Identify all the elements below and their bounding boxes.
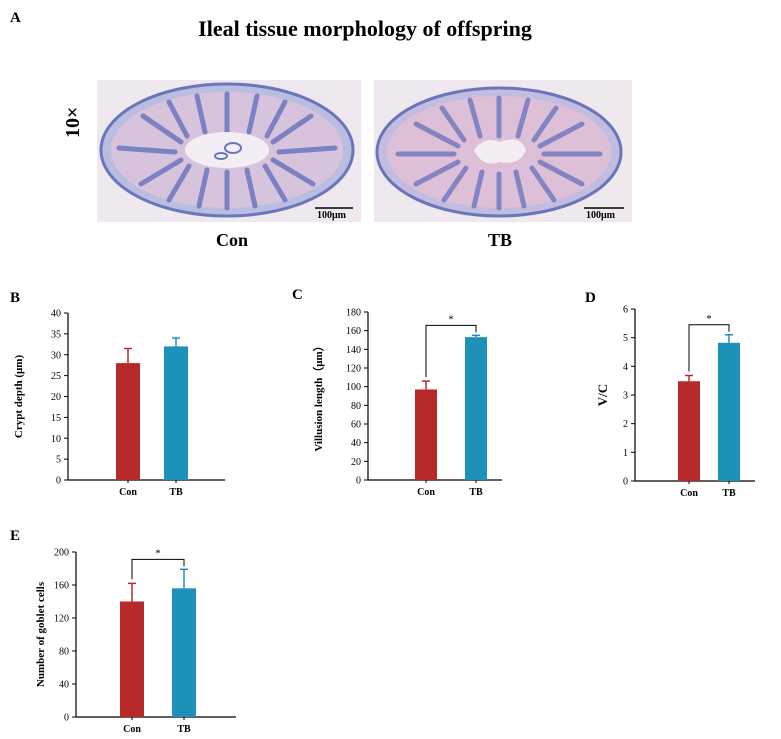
y-tick-label: 1: [623, 448, 628, 459]
y-tick-label: 160: [346, 326, 361, 337]
y-tick-label: 25: [51, 371, 61, 382]
villi-tb: [395, 95, 603, 211]
figure-title: Ileal tissue morphology of offspring: [198, 16, 532, 41]
y-axis-title: Crypt depth (μm): [13, 355, 25, 439]
y-tick-label: 40: [59, 680, 69, 691]
y-tick-label: 140: [346, 345, 361, 356]
chart-goblet-cells: 0 40 80 120 160 200 Number of goblet cells Con T…: [35, 547, 236, 735]
y-tick-label: 80: [59, 647, 69, 658]
caption-tb: TB: [487, 230, 512, 250]
y-tick-label: 5: [56, 455, 61, 466]
y-tick-label: 100: [346, 382, 361, 393]
y-tick-label: 3: [623, 391, 628, 402]
x-tick-label: TB: [469, 487, 483, 498]
y-tick-label: 0: [623, 477, 628, 488]
caption-con: Con: [215, 230, 248, 250]
bar-tb: [164, 346, 188, 480]
panel-label-d: D: [585, 290, 596, 306]
significance-bracket: [688, 324, 730, 372]
y-tick-label: 15: [51, 413, 61, 424]
bar-con: [116, 363, 140, 480]
villi-con: [116, 91, 338, 211]
scale-bar-con: 100μm: [317, 210, 347, 221]
y-tick-label: 30: [51, 350, 61, 361]
x-tick-label: TB: [722, 488, 736, 499]
x-tick-label: TB: [169, 487, 183, 498]
micrograph-tb: 100μm: [374, 80, 632, 222]
y-tick-label: 180: [346, 308, 361, 319]
y-tick-label: 160: [54, 581, 69, 592]
y-tick-label: 20: [51, 392, 61, 403]
y-axis-title: Villusion length（μm）: [312, 340, 325, 451]
y-tick-label: 120: [346, 364, 361, 375]
panel-label-e: E: [10, 528, 21, 544]
bar-con: [678, 381, 700, 481]
bar-tb: [172, 588, 196, 717]
chart-v-c-ratio: 0 1 2 3 4 5 6 V/C Con TB *: [595, 305, 755, 499]
y-tick-label: 40: [51, 309, 61, 320]
significance-bracket: [425, 324, 477, 378]
y-tick-label: 60: [351, 420, 361, 431]
y-tick-label: 4: [623, 362, 628, 373]
micrograph-con: 100μm: [97, 80, 361, 222]
y-tick-label: 2: [623, 419, 628, 430]
x-tick-label: TB: [177, 724, 191, 735]
y-tick-label: 0: [64, 713, 69, 724]
bar-tb: [465, 337, 487, 480]
y-tick-label: 80: [351, 401, 361, 412]
significance-marker: *: [155, 547, 161, 559]
y-tick-label: 6: [623, 305, 628, 316]
x-tick-label: Con: [123, 724, 141, 735]
x-tick-label: Con: [417, 487, 435, 498]
y-tick-label: 200: [54, 548, 69, 559]
y-tick-label: 40: [351, 438, 361, 449]
panel-label-b: B: [10, 290, 21, 306]
y-tick-label: 20: [351, 457, 361, 468]
y-tick-label: 120: [54, 614, 69, 625]
x-tick-label: Con: [680, 488, 698, 499]
y-axis-title: V/C: [595, 384, 610, 406]
significance-marker: *: [448, 313, 454, 325]
chart-villus-length: 0 20 40 60 80 100 120 140 160 180 Villusion length…: [312, 308, 502, 498]
y-axis-title: Number of goblet cells: [35, 581, 47, 687]
y-tick-label: 10: [51, 434, 61, 445]
bar-con: [120, 601, 144, 717]
panel-label-c: C: [292, 287, 303, 303]
bar-con: [415, 389, 437, 480]
y-tick-label: 0: [356, 476, 361, 487]
scale-bar-tb: 100μm: [586, 210, 616, 221]
significance-marker: *: [706, 313, 712, 325]
bar-tb: [718, 342, 740, 481]
magnification-label: 10×: [62, 106, 84, 138]
y-tick-label: 5: [623, 333, 628, 344]
panel-label-a: A: [10, 10, 21, 26]
significance-bracket: [131, 558, 185, 580]
chart-crypt-depth: 0 5 10 15 20 25 30 35 40 Crypt depth (μm) Con TB: [13, 309, 225, 498]
y-tick-label: 35: [51, 329, 61, 340]
y-tick-label: 0: [56, 476, 61, 487]
x-tick-label: Con: [119, 487, 137, 498]
